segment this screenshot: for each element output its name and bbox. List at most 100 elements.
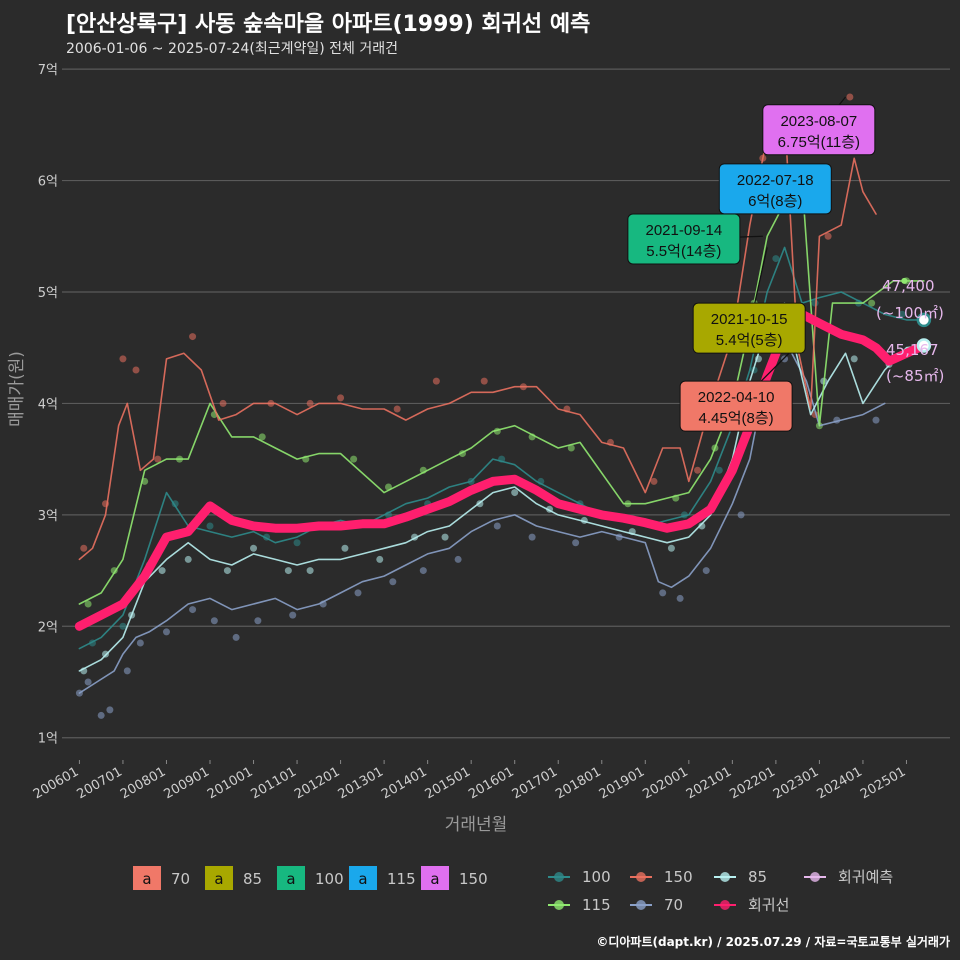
x-tick-label: 201701 <box>510 764 560 802</box>
data-point <box>84 600 92 608</box>
legend-series-dot <box>810 872 820 882</box>
x-tick-label: 200601 <box>31 764 81 802</box>
forecast-area: (~100㎡) <box>876 304 944 322</box>
data-point <box>250 544 258 552</box>
data-point <box>676 594 684 602</box>
data-point <box>136 639 144 647</box>
legend-area-glyph: a <box>430 870 439 888</box>
x-tick-label: 200801 <box>118 764 168 802</box>
regression-line <box>74 309 929 631</box>
x-tick-label: 201901 <box>597 764 647 802</box>
legend-series-label: 85 <box>748 868 767 886</box>
data-point <box>341 544 349 552</box>
data-point <box>528 533 536 541</box>
forecast-area: (~85㎡) <box>886 367 944 385</box>
x-tick-label: 201301 <box>336 764 386 802</box>
legend-series-label: 회귀선 <box>748 896 789 914</box>
y-tick-label: 7억 <box>38 63 58 78</box>
y-tick-label: 2억 <box>38 620 58 635</box>
data-point <box>306 567 314 575</box>
legend-series-dot <box>554 872 564 882</box>
annotation-date: 2021-09-14 <box>646 222 723 239</box>
legend-area-glyph: a <box>214 870 223 888</box>
series-line <box>78 246 925 650</box>
annotation-box <box>627 213 741 265</box>
x-tick-label: 201401 <box>379 764 429 802</box>
forecast-point <box>916 312 932 328</box>
x-tick-label: 201501 <box>423 764 473 802</box>
data-point <box>84 678 92 686</box>
legend-area-label: 115 <box>387 870 416 888</box>
data-point <box>132 366 140 374</box>
annotation-price: 6억(8층) <box>748 193 802 210</box>
legend-series-label: 회귀예측 <box>838 868 893 886</box>
data-point <box>258 433 266 441</box>
data-point <box>376 555 384 563</box>
x-tick-label: 202001 <box>640 764 690 802</box>
legend-area-swatch <box>349 866 377 890</box>
data-point <box>210 617 218 625</box>
data-point <box>667 544 675 552</box>
x-tick-label: 201101 <box>249 764 299 802</box>
data-point <box>106 706 114 714</box>
data-point <box>868 299 876 307</box>
legend-series-dot <box>720 872 730 882</box>
legend-series-dot <box>636 872 646 882</box>
end-marker-115 <box>901 277 908 284</box>
data-point <box>293 539 301 547</box>
data-point <box>206 522 214 530</box>
x-tick-label: 201201 <box>292 764 342 802</box>
forecast-value: 47,400 <box>882 277 935 295</box>
data-point <box>441 533 449 541</box>
annotation-date: 2022-04-10 <box>698 389 775 406</box>
legend-area-label: 85 <box>243 870 262 888</box>
x-tick-label: 202101 <box>684 764 734 802</box>
y-tick-label: 6억 <box>38 175 58 190</box>
legend-area-glyph: a <box>286 870 295 888</box>
data-point <box>781 355 789 363</box>
data-point <box>493 522 501 530</box>
x-tick-label: 202301 <box>771 764 821 802</box>
data-point <box>354 589 362 597</box>
data-point <box>162 628 170 636</box>
legend-area-label: 150 <box>459 870 488 888</box>
credit-text: ©디아파트(dapt.kr) / 2025.07.29 / 자료=국토교통부 실… <box>596 935 950 949</box>
annotation-box <box>718 163 832 215</box>
data-point <box>432 377 440 385</box>
data-point <box>189 606 197 614</box>
data-point <box>772 255 780 263</box>
data-point <box>737 511 745 519</box>
legend-area-swatch <box>421 866 449 890</box>
legend-series-dot <box>554 900 564 910</box>
annotation-price: 4.45억(8층) <box>699 410 774 427</box>
data-point <box>659 589 667 597</box>
chart-subtitle: 2006-01-06 ~ 2025-07-24(최근계약일) 전체 거래건 <box>66 41 398 57</box>
legend-area-label: 70 <box>171 870 190 888</box>
x-tick-label: 202501 <box>858 764 908 802</box>
data-point <box>119 622 127 630</box>
legend-area-swatch <box>277 866 305 890</box>
data-point <box>119 355 127 363</box>
legend-area-swatch <box>133 866 161 890</box>
y-axis-label: 매매가(원) <box>7 351 27 427</box>
forecast-point <box>916 338 932 353</box>
legend-area-swatch <box>205 866 233 890</box>
series-line <box>78 302 925 672</box>
legend-area-label: 100 <box>315 870 344 888</box>
data-point <box>824 232 832 240</box>
data-point <box>306 399 314 407</box>
data-point <box>480 377 488 385</box>
legend-series-label: 100 <box>582 868 611 886</box>
data-point <box>511 489 519 497</box>
data-point <box>123 667 131 675</box>
data-point <box>189 333 197 341</box>
x-tick-label: 201001 <box>205 764 255 802</box>
data-point <box>872 416 880 424</box>
legend-series-label: 115 <box>582 896 611 914</box>
annotation-price: 6.75억(11층) <box>778 134 860 151</box>
legend-area-glyph: a <box>358 870 367 888</box>
data-point <box>698 522 706 530</box>
data-point <box>184 555 192 563</box>
y-tick-label: 1억 <box>38 732 58 747</box>
